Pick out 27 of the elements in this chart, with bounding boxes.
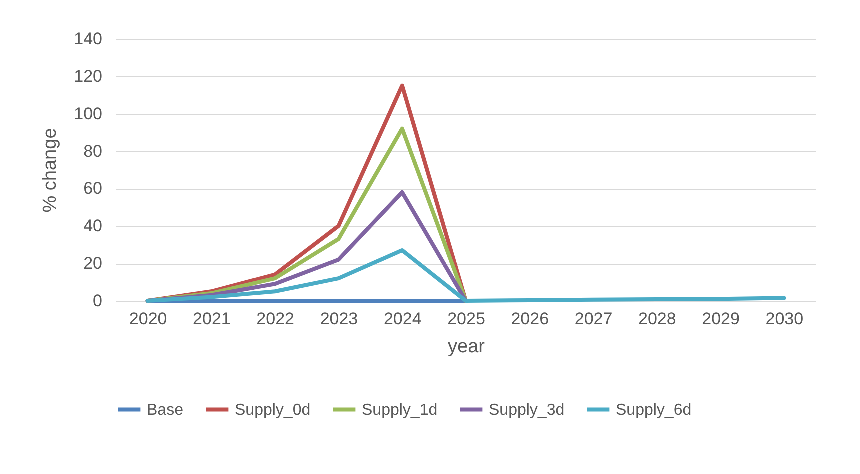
x-tick-label: 2024 [384, 310, 422, 328]
legend-label: Supply_6d [616, 402, 692, 419]
x-axis-title: year [448, 336, 486, 358]
y-tick-label: 120 [74, 66, 102, 86]
y-tick-label: 40 [84, 216, 102, 236]
x-tick-label: 2020 [129, 310, 168, 328]
y-axis-title: % change [40, 128, 62, 213]
y-tick-label: 140 [74, 30, 102, 48]
y-tick-label: 100 [74, 104, 102, 124]
y-tick-label: 60 [84, 179, 102, 198]
x-tick-label: 2025 [448, 310, 486, 328]
legend-label: Base [147, 402, 184, 419]
y-tick-label: 80 [84, 142, 102, 161]
x-tick-label: 2028 [638, 310, 676, 328]
x-tick-label: 2030 [766, 310, 804, 328]
y-tick-label: 20 [84, 254, 102, 274]
x-tick-label: 2027 [574, 310, 613, 328]
y-tick-label: 0 [93, 292, 102, 310]
x-tick-label: 2029 [702, 310, 740, 328]
legend-label: Supply_1d [362, 402, 438, 419]
x-tick-label: 2022 [256, 310, 295, 328]
legend-label: Supply_0d [235, 402, 311, 419]
legend-label: Supply_3d [489, 402, 565, 419]
x-tick-label: 2021 [193, 310, 231, 328]
x-tick-label: 2023 [320, 310, 358, 328]
line-series [146, 248, 786, 303]
x-tick-label: 2026 [511, 310, 550, 328]
